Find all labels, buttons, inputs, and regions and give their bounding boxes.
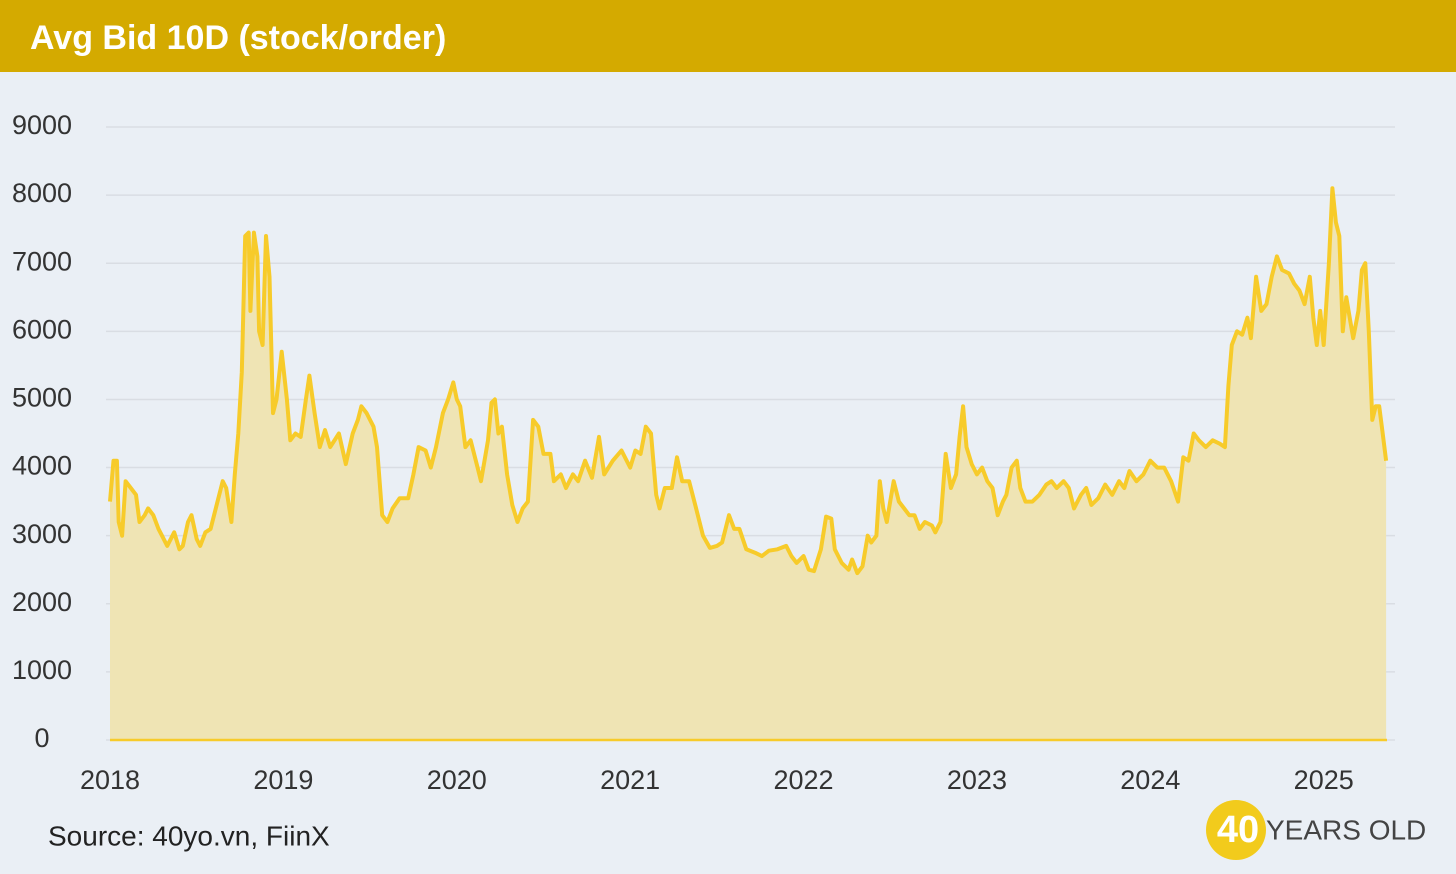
area-fill <box>110 188 1387 741</box>
logo-text: YEARS OLD <box>1266 814 1426 845</box>
line <box>108 186 1389 576</box>
y-tick-label: 4000 <box>12 451 72 481</box>
plot-area: 0 1000 2000 3000 4000 5000 6000 7000 8000 9000 201… <box>12 110 1395 795</box>
y-tick-label: 0 <box>34 723 49 753</box>
x-tick-label: 2023 <box>947 765 1007 795</box>
y-tick-label: 9000 <box>12 110 72 140</box>
x-tick-label: 2020 <box>427 765 487 795</box>
source-note: Source: 40yo.vn, FiinX <box>48 820 330 851</box>
y-tick-label: 5000 <box>12 383 72 413</box>
x-tick-label: 2022 <box>774 765 834 795</box>
x-tick-label: 2018 <box>80 765 140 795</box>
y-tick-label: 6000 <box>12 314 72 344</box>
y-tick-label: 2000 <box>12 587 72 617</box>
y-tick-label: 1000 <box>12 655 72 685</box>
header-band <box>0 0 1456 72</box>
y-tick-label: 3000 <box>12 519 72 549</box>
x-tick-label: 2024 <box>1120 765 1180 795</box>
x-tick-label: 2021 <box>600 765 660 795</box>
x-tick-label: 2019 <box>253 765 313 795</box>
logo-number: 40 <box>1217 809 1259 851</box>
chart-title: Avg Bid 10D (stock/order) <box>30 19 446 57</box>
y-tick-label: 8000 <box>12 178 72 208</box>
x-tick-label: 2025 <box>1294 765 1354 795</box>
y-tick-label: 7000 <box>12 246 72 276</box>
logo-circle <box>1206 800 1266 860</box>
